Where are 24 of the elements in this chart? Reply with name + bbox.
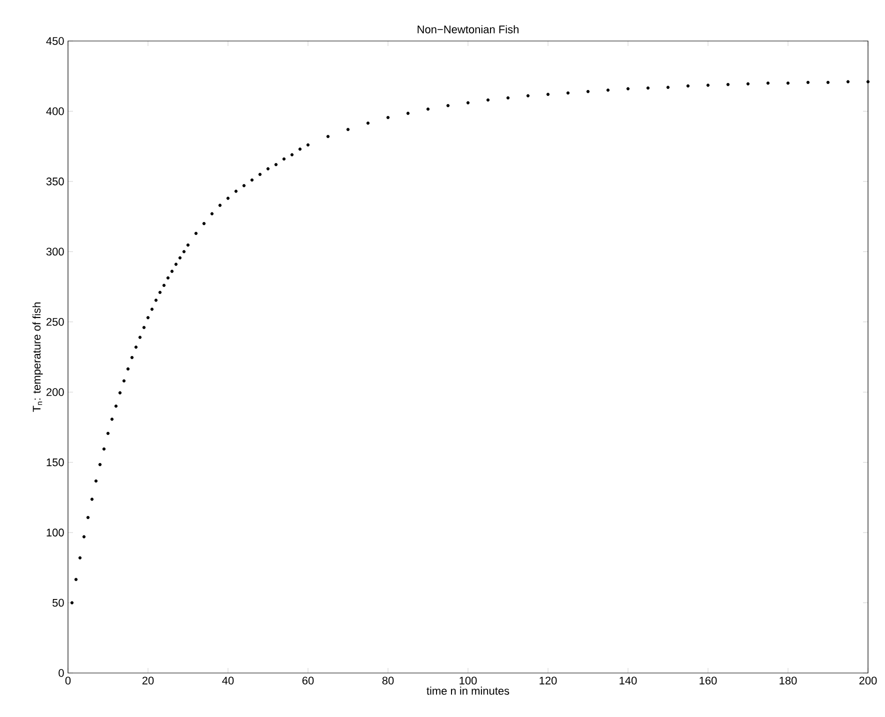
y-tick-label: 100	[46, 528, 64, 536]
x-tick-label: 80	[382, 676, 394, 684]
x-tick-label: 140	[620, 676, 637, 684]
x-axis-title: time n in minutes	[426, 686, 510, 695]
y-tick-label: 0	[58, 669, 64, 677]
x-tick-label: 180	[780, 676, 797, 684]
y-tick-label: 300	[46, 248, 64, 256]
y-tick-label: 400	[46, 107, 64, 116]
y-tick-label: 150	[46, 458, 64, 466]
y-tick-label: 350	[46, 178, 64, 186]
x-tick-label: 100	[460, 676, 477, 684]
y-axis-title: T$_{n}$: temperature of fish	[32, 302, 43, 412]
x-tick-label: 200	[859, 676, 877, 684]
x-tick-label: 160	[700, 676, 717, 684]
y-tick-label: 250	[46, 318, 64, 326]
x-tick-label: 60	[302, 676, 314, 684]
chart-title: Non−Newtonian Fish	[418, 25, 518, 34]
x-tick-label: 120	[540, 676, 557, 684]
y-tick-label: 50	[52, 598, 64, 607]
x-tick-label: 40	[222, 676, 234, 684]
y-tick-label: 200	[46, 388, 64, 396]
x-tick-label: 0	[65, 676, 71, 684]
x-tick-label: 20	[142, 676, 154, 684]
y-tick-label: 450	[46, 37, 64, 45]
